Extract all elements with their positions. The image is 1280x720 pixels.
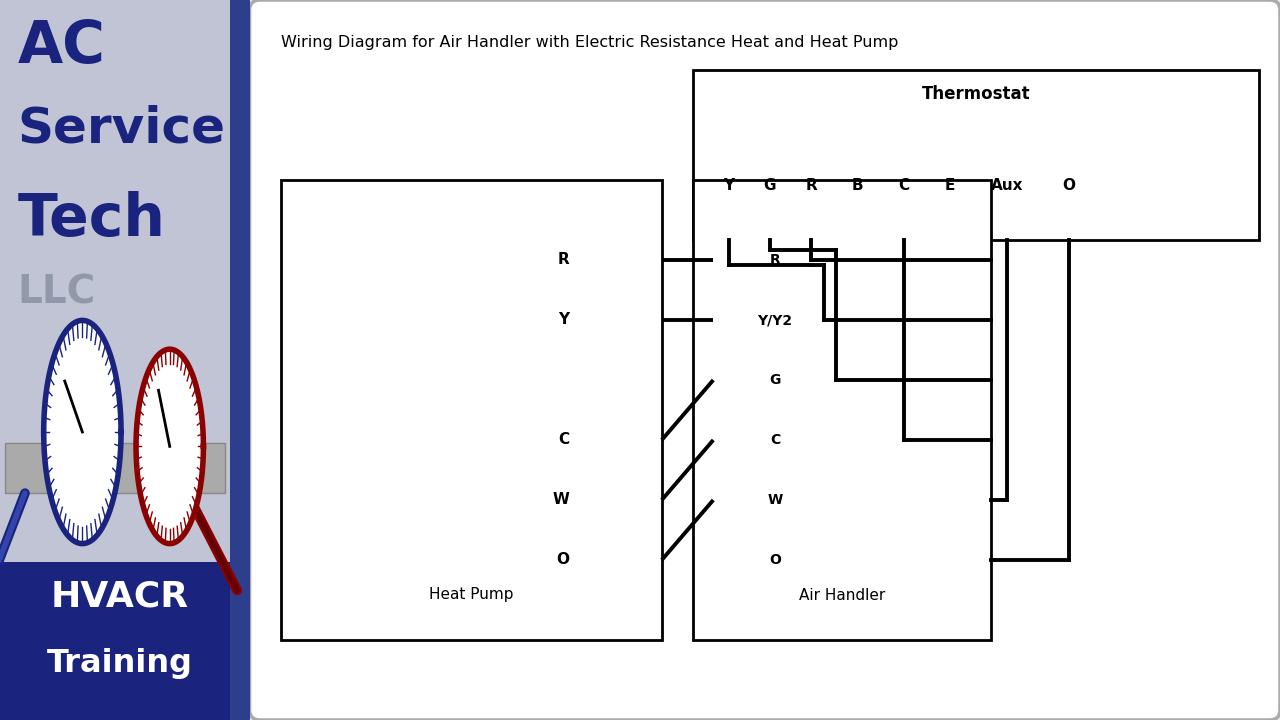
Text: Training: Training (47, 648, 193, 679)
Bar (229, 0, 250, 720)
Text: G: G (769, 373, 781, 387)
Text: Aux: Aux (991, 178, 1023, 192)
Text: AC: AC (18, 18, 105, 75)
Text: HVACR: HVACR (51, 580, 189, 613)
Text: Air Handler: Air Handler (799, 588, 886, 603)
Bar (692, 180, 992, 640)
Text: C: C (771, 433, 781, 447)
Text: Thermostat: Thermostat (922, 85, 1030, 103)
Bar (692, 70, 1260, 240)
Polygon shape (136, 349, 204, 544)
Text: O: O (1062, 178, 1075, 192)
Text: R: R (805, 178, 817, 192)
Text: C: C (558, 433, 570, 448)
Text: W: W (552, 492, 570, 508)
Bar (0, 562, 250, 720)
Text: Y: Y (558, 312, 570, 328)
Text: O: O (556, 552, 570, 567)
Bar (5, 443, 225, 493)
Text: Tech: Tech (18, 191, 165, 248)
Text: W: W (768, 493, 783, 507)
Text: Service: Service (18, 104, 225, 153)
Polygon shape (44, 320, 122, 544)
Text: Wiring Diagram for Air Handler with Electric Resistance Heat and Heat Pump: Wiring Diagram for Air Handler with Elec… (280, 35, 897, 50)
Text: R: R (557, 253, 570, 268)
Text: G: G (764, 178, 776, 192)
Text: R: R (769, 253, 781, 267)
Bar (280, 180, 662, 640)
Text: Y/Y2: Y/Y2 (758, 313, 792, 327)
Text: O: O (769, 553, 781, 567)
Text: C: C (899, 178, 910, 192)
Text: LLC: LLC (18, 274, 96, 312)
Bar (0, 0, 250, 562)
Text: E: E (945, 178, 955, 192)
Text: B: B (851, 178, 863, 192)
Text: Heat Pump: Heat Pump (429, 588, 513, 603)
Text: Y: Y (723, 178, 735, 192)
FancyBboxPatch shape (250, 0, 1280, 720)
